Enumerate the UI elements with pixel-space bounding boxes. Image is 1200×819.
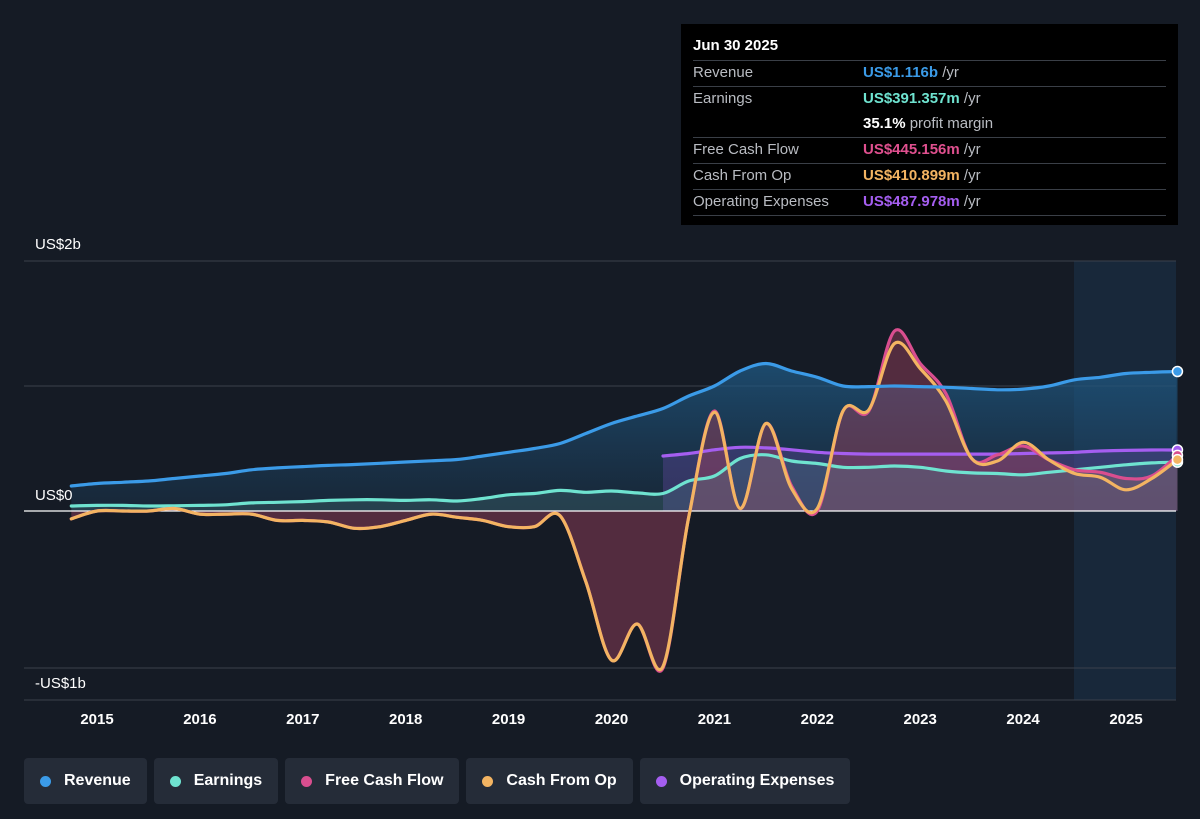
tooltip-date: Jun 30 2025	[693, 37, 779, 54]
earnings-area	[71, 454, 1178, 511]
tooltip-panel: Jun 30 2025 Revenue US$1.116b /yr Earnings…	[681, 24, 1178, 225]
revenue-area	[71, 363, 1178, 511]
x-tick-label: 2019	[492, 711, 525, 728]
legend-label: Operating Expenses	[679, 772, 835, 789]
operating-expenses-line	[661, 445, 1180, 458]
tooltip-row-label: Operating Expenses	[693, 193, 829, 210]
x-tick-label: 2015	[80, 711, 113, 728]
operating-expenses-area	[663, 447, 1178, 511]
tooltip-row: Operating Expenses US$487.978m /yr	[693, 189, 1166, 216]
tooltip-row-unit: profit margin	[905, 115, 994, 132]
tooltip-row: 35.1% profit margin	[693, 112, 1166, 137]
revenue-line	[69, 361, 1180, 488]
x-tick-label: 2017	[286, 711, 319, 728]
tooltip-row-label: Revenue	[693, 64, 754, 81]
x-tick-label: 2022	[801, 711, 834, 728]
legend-item-revenue[interactable]: Revenue	[24, 758, 147, 804]
legend-dot-icon	[482, 775, 494, 787]
tooltip-row-unit: /yr	[959, 141, 981, 158]
legend: Revenue Earnings Free Cash Flow Cash From O…	[24, 758, 851, 804]
tooltip-row-value: US$391.357m	[863, 90, 960, 107]
y-tick-label: US$0	[35, 487, 73, 504]
tooltip-row-value: US$1.116b	[863, 64, 939, 81]
legend-label: Cash From Op	[506, 772, 617, 789]
x-tick-label: 2016	[183, 711, 216, 728]
tooltip-row-unit: /yr	[959, 167, 981, 184]
cash-from-op-end-point	[1171, 453, 1184, 466]
x-tick-label: 2018	[389, 711, 422, 728]
tooltip-row: Revenue US$1.116b /yr	[693, 60, 1166, 86]
tooltip-row-unit: /yr	[938, 64, 959, 81]
tooltip-row-value: US$445.156m	[863, 141, 960, 158]
x-tick-label: 2025	[1109, 711, 1142, 728]
legend-dot-icon	[40, 775, 51, 787]
revenue-end-point	[1171, 365, 1184, 378]
legend-label: Free Cash Flow	[325, 772, 444, 789]
tooltip-row-label	[693, 112, 863, 137]
tooltip-row-label: Cash From Op	[693, 167, 792, 184]
legend-item-free-cash-flow[interactable]: Free Cash Flow	[285, 758, 460, 804]
earnings-line	[69, 453, 1180, 508]
x-tick-label: 2023	[904, 711, 937, 728]
legend-label: Earnings	[193, 772, 263, 789]
legend-label: Revenue	[64, 772, 131, 789]
tooltip-row-label: Earnings	[693, 90, 753, 107]
free-cash-flow-area	[71, 329, 1178, 672]
x-tick-label: 2021	[698, 711, 731, 728]
cash-from-op-line	[69, 340, 1180, 672]
tooltip-row-unit: /yr	[959, 193, 981, 210]
tooltip-row-label: Free Cash Flow	[693, 141, 799, 158]
tooltip-row-value: 35.1%	[863, 115, 906, 132]
legend-item-earnings[interactable]: Earnings	[153, 758, 279, 804]
y-tick-label: -US$1b	[35, 675, 86, 692]
legend-item-operating-expenses[interactable]: Operating Expenses	[639, 758, 851, 804]
x-tick-label: 2024	[1006, 711, 1040, 728]
tooltip-row: Earnings US$391.357m /yr	[693, 86, 1166, 112]
tooltip-row: Cash From Op US$410.899m /yr	[693, 163, 1166, 189]
tooltip-row-unit: /yr	[959, 90, 981, 107]
y-tick-label: US$2b	[35, 236, 81, 253]
tooltip-row-value: US$410.899m	[863, 167, 960, 184]
legend-item-cash-from-op[interactable]: Cash From Op	[466, 758, 633, 804]
legend-dot-icon	[301, 775, 313, 787]
x-tick-label: 2020	[595, 711, 628, 728]
tooltip-row-value: US$487.978m	[863, 193, 960, 210]
tooltip-row: Free Cash Flow US$445.156m /yr	[693, 137, 1166, 163]
legend-dot-icon	[655, 775, 667, 787]
legend-dot-icon	[169, 775, 181, 787]
